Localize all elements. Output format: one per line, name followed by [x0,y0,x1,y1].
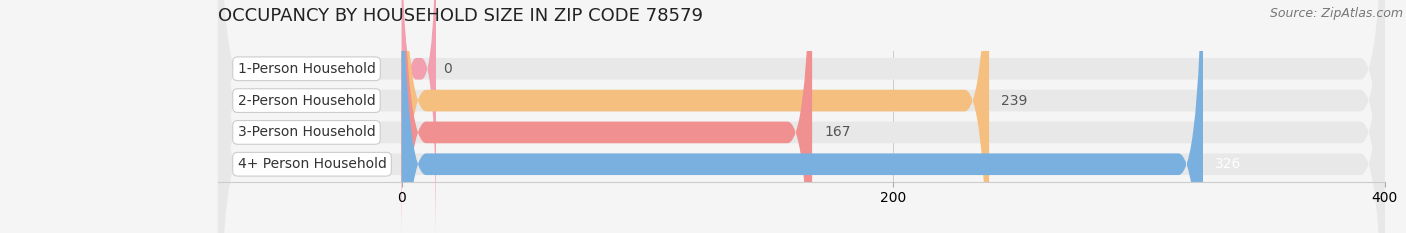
Text: 1-Person Household: 1-Person Household [238,62,375,76]
Text: 239: 239 [1001,94,1028,108]
Text: 3-Person Household: 3-Person Household [238,125,375,139]
Text: 0: 0 [443,62,453,76]
FancyBboxPatch shape [218,0,1385,233]
Text: 2-Person Household: 2-Person Household [238,94,375,108]
Text: OCCUPANCY BY HOUSEHOLD SIZE IN ZIP CODE 78579: OCCUPANCY BY HOUSEHOLD SIZE IN ZIP CODE … [218,7,703,25]
Text: 167: 167 [824,125,851,139]
Text: 326: 326 [1215,157,1241,171]
FancyBboxPatch shape [218,0,1385,233]
Text: 4+ Person Household: 4+ Person Household [238,157,387,171]
FancyBboxPatch shape [402,0,436,233]
FancyBboxPatch shape [402,0,988,233]
Text: Source: ZipAtlas.com: Source: ZipAtlas.com [1270,7,1403,20]
FancyBboxPatch shape [402,0,1204,233]
FancyBboxPatch shape [218,0,1385,233]
FancyBboxPatch shape [218,0,1385,233]
FancyBboxPatch shape [402,0,813,233]
